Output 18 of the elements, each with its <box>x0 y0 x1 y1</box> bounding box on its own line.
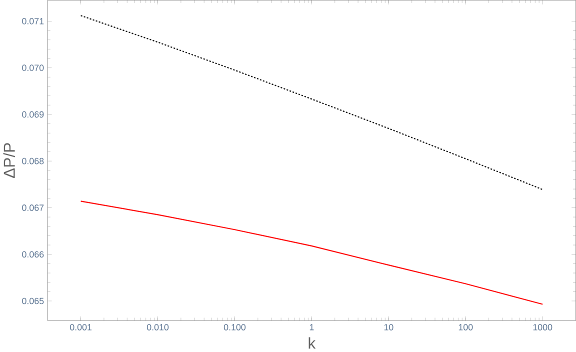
y-axis-title: ΔP/P <box>3 143 15 178</box>
y-tick-label: 0.068 <box>22 158 44 164</box>
y-tick-label: 0.071 <box>22 18 44 24</box>
x-tick-label: 1 <box>310 324 314 330</box>
x-tick-label: 0.010 <box>146 324 169 330</box>
x-tick-label: 100 <box>458 324 473 330</box>
y-tick-label: 0.066 <box>22 251 44 258</box>
line-series <box>80 15 544 190</box>
x-tick-label: 1000 <box>533 324 552 330</box>
x-tick-label: 0.001 <box>70 324 92 330</box>
line-series <box>80 200 544 305</box>
y-tick-label: 0.069 <box>22 111 44 118</box>
y-tick-label: 0.065 <box>22 298 44 304</box>
x-tick-label: 10 <box>384 324 394 330</box>
y-tick-label: 0.067 <box>22 204 44 211</box>
x-axis-title: k <box>308 337 316 349</box>
y-tick-label: 0.070 <box>22 64 44 71</box>
x-tick-label: 0.100 <box>224 324 246 330</box>
